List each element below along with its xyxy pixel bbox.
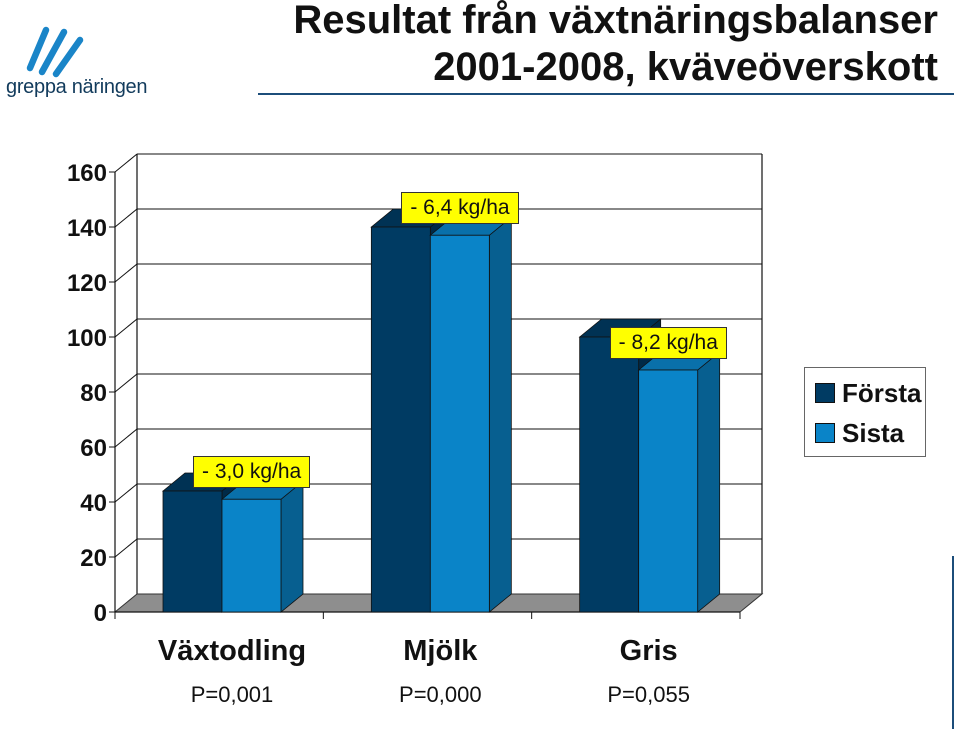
grid-diagonal: [114, 373, 138, 393]
title-divider: [258, 93, 954, 95]
bar-front: [638, 369, 699, 613]
category-label: Mjölk: [403, 635, 478, 667]
legend-item-first: Första: [815, 378, 921, 408]
bar-side: [488, 216, 512, 613]
grid-diagonal: [114, 538, 138, 558]
bar-front: [370, 226, 431, 613]
grid-diagonal: [114, 153, 138, 173]
page-subtitle: 2001-2008, kväveöverskott: [433, 45, 938, 89]
bar-front: [579, 336, 640, 613]
bar: [637, 351, 721, 613]
y-tick-label: 100: [67, 325, 107, 352]
bar-front: [221, 498, 282, 613]
difference-label: - 6,4 kg/ha: [401, 192, 519, 225]
legend-swatch-last: [815, 423, 835, 443]
p-value-label: P=0,055: [607, 682, 690, 707]
legend-label-first: Första: [842, 377, 922, 408]
category-label: Växtodling: [158, 635, 306, 667]
p-value-label: P=0,000: [399, 682, 482, 707]
bar: [220, 480, 305, 613]
bar-side: [280, 480, 304, 613]
page-title: Resultat från växtnäringsbalanser: [293, 0, 938, 42]
y-tick-label: 140: [67, 215, 107, 242]
grid-diagonal: [114, 428, 138, 448]
difference-label: - 8,2 kg/ha: [609, 327, 727, 359]
y-tick-label: 20: [80, 545, 107, 572]
y-tick-label: 80: [80, 380, 107, 407]
grid-diagonal: [114, 318, 138, 338]
chart-legend: Första Sista: [804, 367, 926, 457]
category-label: Gris: [620, 635, 678, 667]
frame-edge: [952, 556, 954, 729]
bar-front: [429, 234, 490, 613]
p-value-label: P=0,001: [191, 682, 274, 707]
logo-text: greppa näringen: [6, 76, 148, 98]
grid-diagonal: [114, 208, 138, 228]
legend-item-last: Sista: [815, 418, 904, 448]
bar: [429, 216, 513, 613]
greppa-logo-icon: [26, 26, 84, 78]
y-tick-label: 0: [94, 600, 107, 627]
grid-diagonal: [114, 483, 138, 503]
y-tick-label: 60: [80, 435, 107, 462]
y-tick-label: 120: [67, 270, 107, 297]
legend-label-last: Sista: [842, 417, 905, 448]
y-tick-label: 160: [67, 160, 107, 187]
bar-side: [697, 351, 721, 613]
bar-front: [162, 490, 223, 613]
legend-swatch-first: [815, 383, 835, 403]
difference-label: - 3,0 kg/ha: [193, 456, 311, 489]
grid-diagonal: [114, 263, 138, 283]
y-tick-label: 40: [80, 490, 107, 517]
